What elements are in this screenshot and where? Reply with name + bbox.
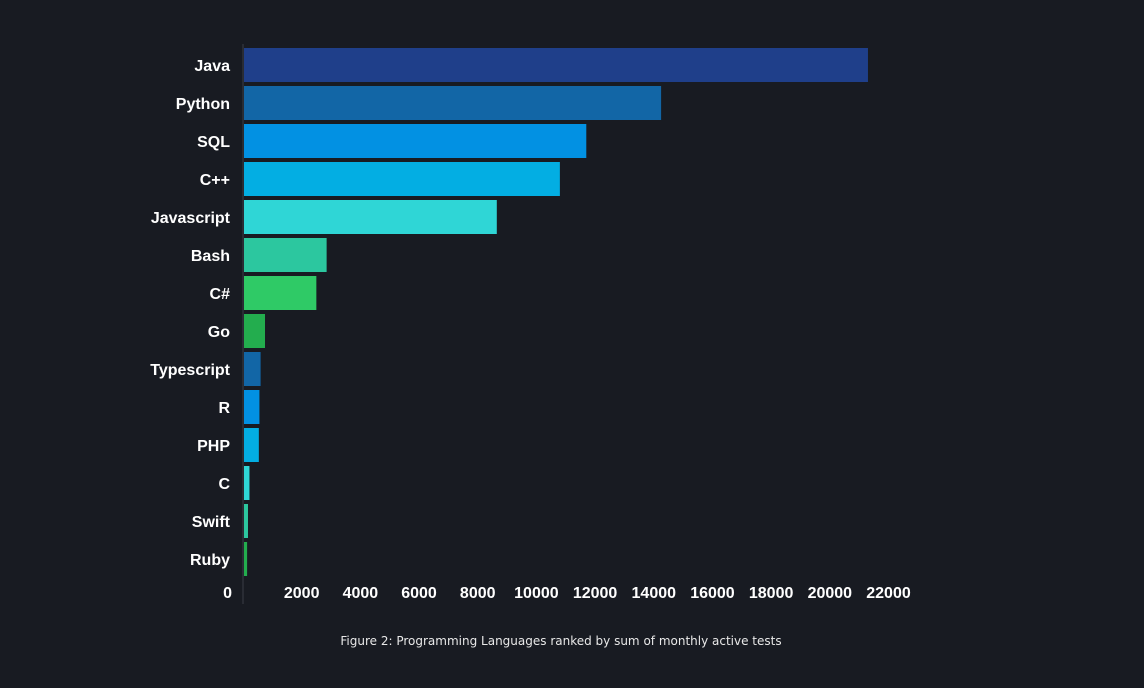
- category-label-php: PHP: [197, 438, 230, 455]
- bar-python: [244, 86, 662, 120]
- x-tick-label-16000: 16000: [690, 585, 735, 602]
- category-labels-group: Java Python SQL C++ Javascript Bash C# Go Typesc…: [150, 58, 230, 569]
- bar-php: [244, 428, 259, 462]
- bar-r: [244, 390, 260, 424]
- category-label-bash: Bash: [191, 248, 230, 265]
- bar-c: [244, 466, 250, 500]
- category-label-swift: Swift: [192, 514, 231, 531]
- x-tick-label-14000: 14000: [632, 585, 677, 602]
- bar-chart: Java Python SQL C++ Javascript Bash C# Go Typesc…: [150, 44, 911, 604]
- category-label-csharp: C#: [210, 286, 231, 303]
- category-label-javascript: Javascript: [151, 210, 231, 227]
- x-tick-label-10000: 10000: [514, 585, 559, 602]
- x-tick-label-2000: 2000: [284, 585, 320, 602]
- figure-caption: Figure 2: Programming Languages ranked b…: [340, 634, 782, 648]
- category-label-go: Go: [208, 324, 230, 341]
- bar-csharp: [244, 276, 317, 310]
- category-label-typescript: Typescript: [150, 362, 230, 379]
- category-label-java: Java: [194, 58, 230, 75]
- bar-ruby: [244, 542, 248, 576]
- category-label-sql: SQL: [197, 134, 230, 151]
- category-label-python: Python: [176, 96, 230, 113]
- x-tick-label-20000: 20000: [808, 585, 853, 602]
- category-label-c: C: [218, 476, 230, 493]
- category-label-ruby: Ruby: [190, 552, 230, 569]
- category-label-cplusplus: C++: [200, 172, 230, 189]
- bar-go: [244, 314, 266, 348]
- bars-group: [244, 48, 868, 576]
- bar-bash: [244, 238, 327, 272]
- x-tick-label-22000: 22000: [866, 585, 911, 602]
- x-tick-label-4000: 4000: [343, 585, 379, 602]
- bar-sql: [244, 124, 587, 158]
- bar-cplusplus: [244, 162, 560, 196]
- x-tick-label-0: 0: [223, 585, 232, 602]
- bar-swift: [244, 504, 248, 538]
- tick-labels-group: 0 2000 4000 6000 8000 10000 12000 14000 16000 180…: [223, 585, 911, 602]
- bar-javascript: [244, 200, 497, 234]
- x-tick-label-6000: 6000: [401, 585, 437, 602]
- category-label-r: R: [218, 400, 230, 417]
- x-tick-label-18000: 18000: [749, 585, 794, 602]
- bar-java: [244, 48, 868, 82]
- x-tick-label-8000: 8000: [460, 585, 496, 602]
- bar-typescript: [244, 352, 261, 386]
- x-tick-label-12000: 12000: [573, 585, 618, 602]
